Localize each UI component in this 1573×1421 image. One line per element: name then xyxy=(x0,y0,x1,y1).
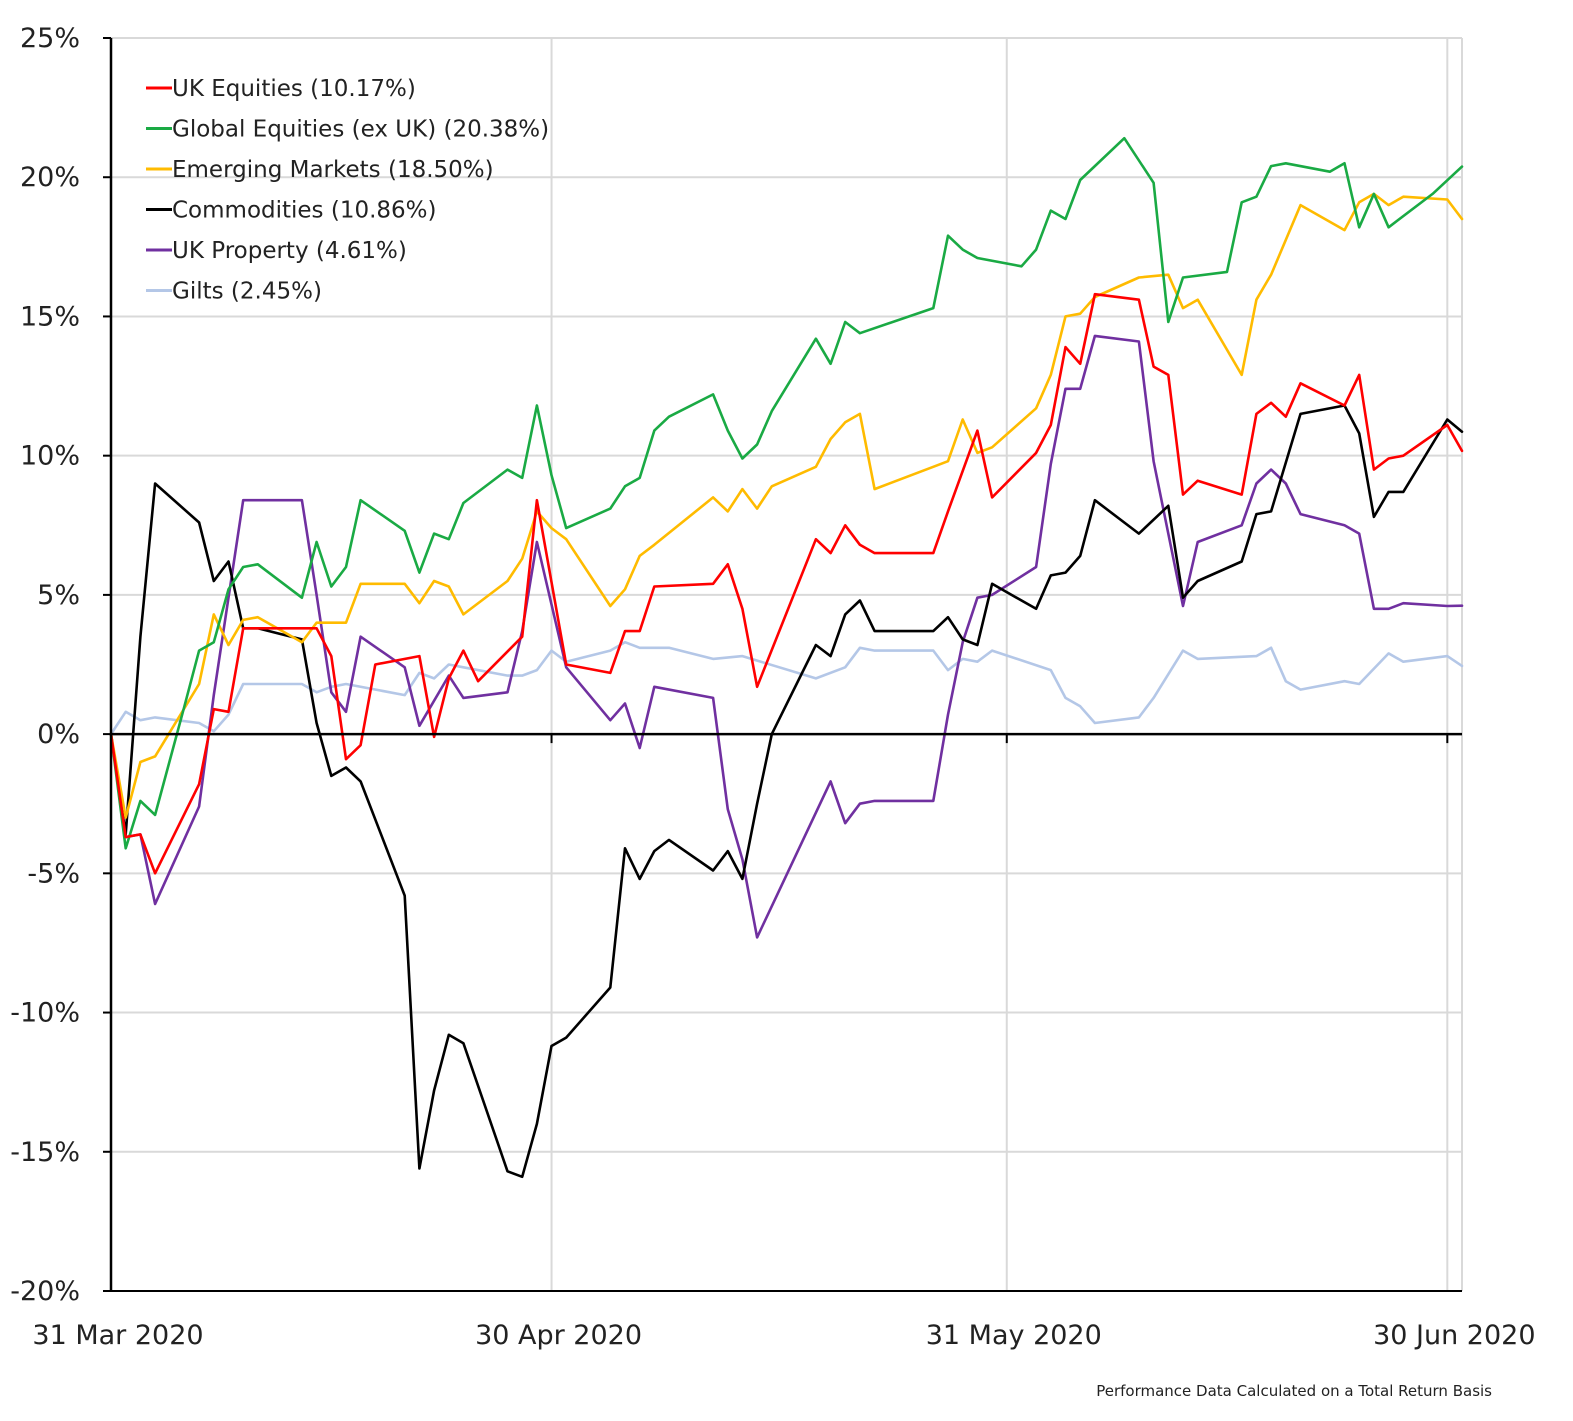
y-tick-label: -5% xyxy=(27,858,80,889)
legend: UK Equities (10.17%) Global Equities (ex … xyxy=(146,76,549,305)
gridlines xyxy=(111,37,1463,1292)
y-tick-label: 0% xyxy=(37,719,80,750)
series-line-commodities xyxy=(109,404,1464,1179)
series-lines xyxy=(109,136,1464,1179)
x-tick-label: 31 May 2020 xyxy=(926,1320,1102,1351)
series-line-emerging-markets xyxy=(109,192,1464,819)
legend-label-uk-property: UK Property (4.61%) xyxy=(172,238,407,264)
legend-label-global-equities: Global Equities (ex UK) (20.38%) xyxy=(172,117,549,143)
axes: -20% -15% -10% -5% 0% 5% 10% 15% 20% 25% 31 Mar 20… xyxy=(10,23,1535,1351)
footnote: Performance Data Calculated on a Total R… xyxy=(1096,1382,1492,1400)
y-tick-label: 5% xyxy=(37,580,80,611)
legend-label-emerging-markets: Emerging Markets (18.50%) xyxy=(172,157,494,183)
legend-label-uk-equities: UK Equities (10.17%) xyxy=(172,76,416,102)
series-line-uk-property xyxy=(109,334,1464,939)
x-tick-label: 30 Jun 2020 xyxy=(1373,1320,1535,1351)
x-tick-label: 31 Mar 2020 xyxy=(32,1320,203,1351)
series-line-uk-equities xyxy=(109,292,1464,875)
series-line-global-equities xyxy=(109,136,1464,850)
legend-label-gilts: Gilts (2.45%) xyxy=(172,279,322,305)
y-tick-label: -10% xyxy=(10,998,80,1029)
y-tick-label: -20% xyxy=(10,1276,80,1307)
x-tick-label: 30 Apr 2020 xyxy=(475,1320,642,1351)
y-tick-label: 25% xyxy=(20,23,80,54)
y-tick-label: 10% xyxy=(20,441,80,472)
legend-label-commodities: Commodities (10.86%) xyxy=(172,198,437,224)
y-tick-label: 15% xyxy=(20,301,80,332)
series-line-gilts xyxy=(109,640,1464,736)
y-tick-label: -15% xyxy=(10,1137,80,1168)
y-tick-label: 20% xyxy=(20,162,80,193)
